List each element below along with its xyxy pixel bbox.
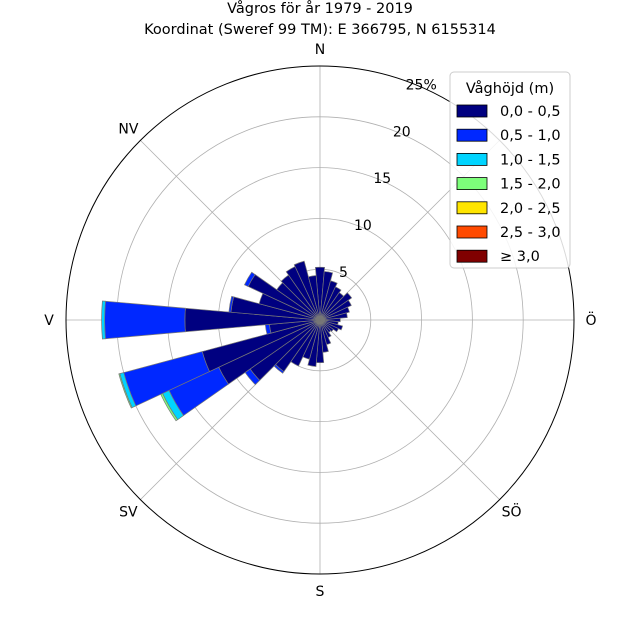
legend-swatch — [456, 201, 488, 215]
direction-label-N: N — [315, 42, 325, 58]
sector-bar-80-0 — [319, 312, 348, 321]
radial-tick-label: 20 — [393, 124, 411, 140]
legend-label: 2,5 - 3,0 — [500, 225, 561, 241]
outer-ring — [65, 65, 575, 575]
sector-bar-340-0 — [293, 260, 321, 321]
direction-label-SV: SV — [119, 505, 138, 521]
direction-label-NV: NV — [118, 121, 138, 137]
radial-tick-label: 15 — [373, 171, 391, 187]
chart-title-line-1: Vågros för år 1979 - 2019 — [227, 0, 413, 17]
sector-bar-70-0 — [319, 306, 350, 321]
legend-label: 1,5 - 2,0 — [500, 177, 561, 193]
axis-labels: N Ö SÖ S SV V NV 5 10 15 20 25% — [44, 42, 596, 600]
legend-label: 0,5 - 1,0 — [500, 128, 561, 144]
sector-bar-250-3 — [118, 373, 133, 409]
direction-label-V: V — [44, 313, 54, 329]
chart-title-line-2: Koordinat (Sweref 99 TM): E 366795, N 61… — [144, 22, 496, 38]
direction-label-Ö: Ö — [585, 311, 596, 329]
sector-bar-350-0 — [308, 275, 321, 321]
sector-bar-60-0 — [319, 299, 352, 321]
legend-swatch — [456, 128, 488, 142]
grid-spoke — [319, 319, 500, 500]
legend-title: Våghöjd (m) — [466, 80, 554, 97]
legend-swatch — [456, 152, 488, 166]
legend-swatch — [456, 225, 488, 239]
sector-bar-90-0 — [319, 317, 341, 323]
legend-label: 1,0 - 1,5 — [500, 152, 561, 168]
legend: Våghöjd (m) 0,0 - 0,5 0,5 - 1,0 1,0 - 1,5 1,… — [449, 71, 571, 269]
sector-bar-30-0 — [319, 286, 342, 321]
sector-bar-270-1 — [104, 300, 186, 340]
legend-label: 2,0 - 2,5 — [500, 201, 561, 217]
radial-tick-label: 5 — [339, 265, 348, 281]
radial-tick-label: 10 — [354, 218, 372, 234]
sector-bar-50-0 — [319, 292, 353, 321]
legend-label: 0,0 - 0,5 — [500, 104, 561, 120]
direction-label-SÖ: SÖ — [502, 503, 522, 521]
sector-bars — [101, 260, 353, 422]
sector-bar-270-2 — [101, 300, 106, 340]
sector-bar-0-0 — [315, 266, 325, 321]
sector-bar-300-1 — [244, 271, 256, 287]
sector-bar-280-1 — [228, 295, 235, 313]
legend-swatch — [456, 177, 488, 191]
legend-swatch — [456, 104, 488, 118]
legend-label: ≥ 3,0 — [500, 249, 540, 265]
legend-swatch — [456, 249, 488, 263]
direction-label-S: S — [316, 584, 325, 600]
radial-tick-label: 25% — [406, 77, 437, 93]
legend-box — [449, 71, 571, 269]
